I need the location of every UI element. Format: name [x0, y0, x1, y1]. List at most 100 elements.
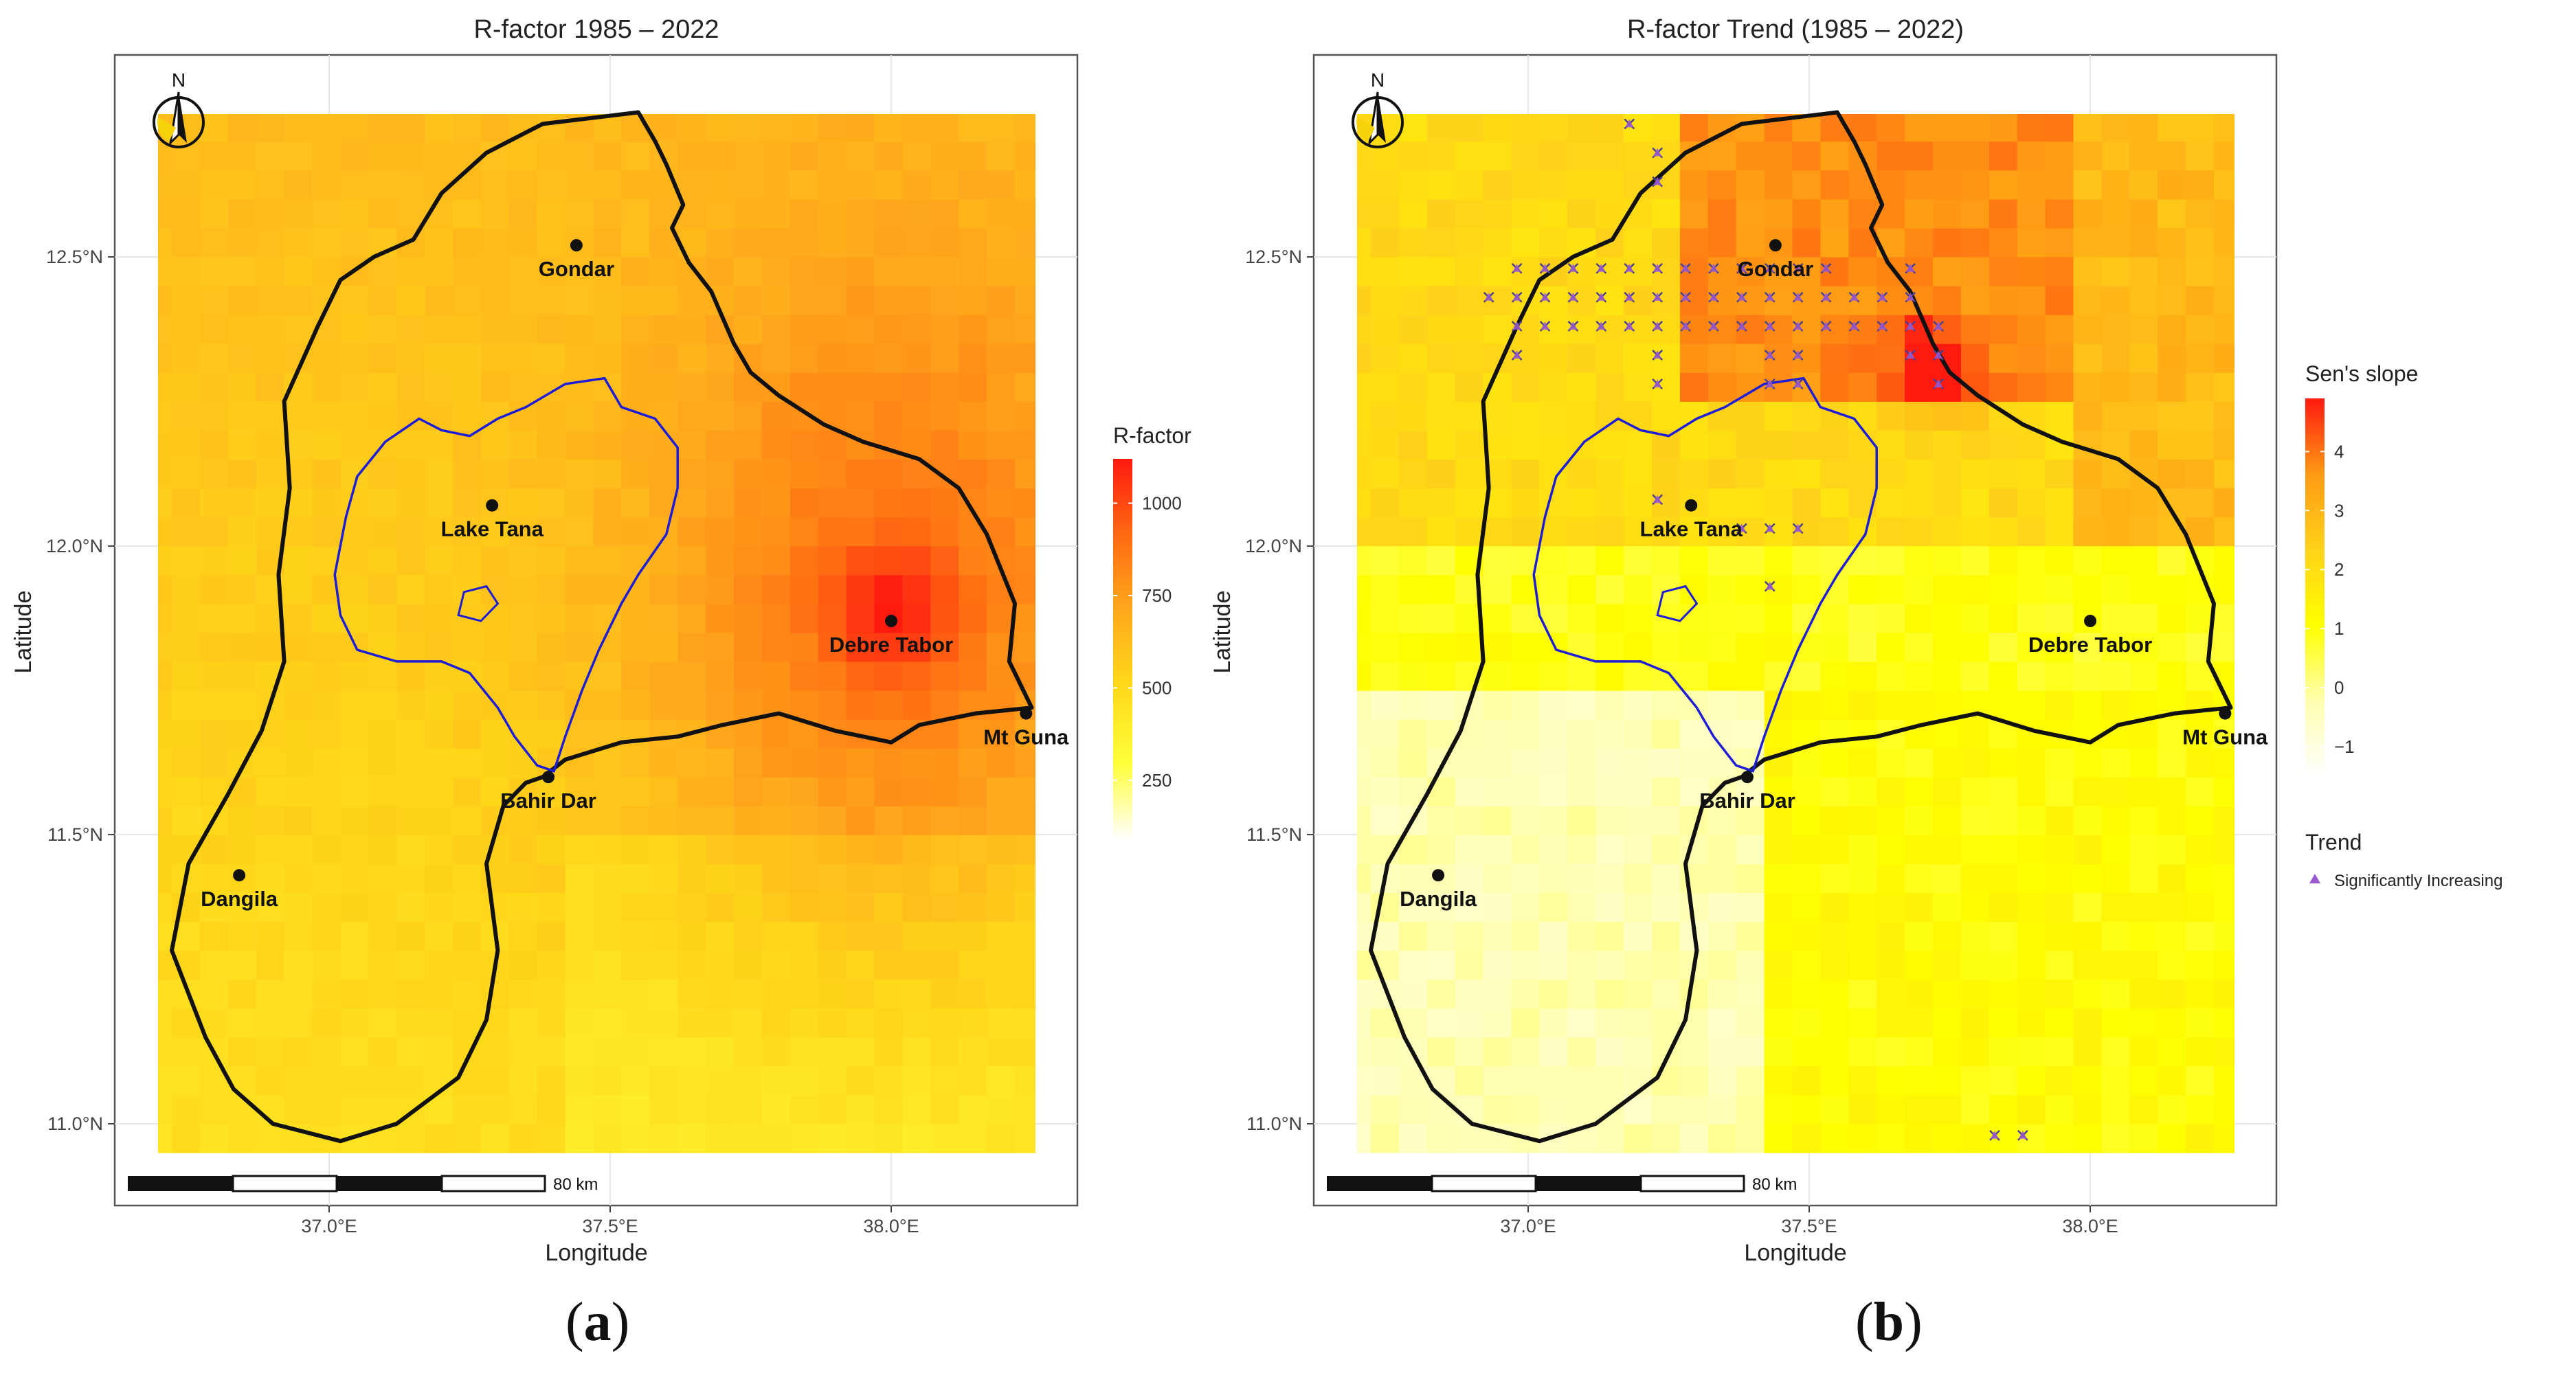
raster-cell — [284, 603, 313, 633]
raster-cell — [621, 661, 650, 691]
raster-cell — [368, 950, 397, 980]
raster-cell — [565, 777, 594, 806]
raster-cell — [1511, 719, 1540, 749]
raster-cell — [930, 1124, 959, 1153]
raster-cell — [1357, 921, 1371, 951]
raster-cell — [1905, 921, 1934, 951]
raster-cell — [1371, 286, 1400, 315]
raster-cell — [930, 690, 959, 720]
raster-cell — [1567, 748, 1596, 778]
raster-cell — [1652, 719, 1681, 749]
raster-cell — [874, 921, 903, 951]
raster-cell — [1357, 748, 1371, 778]
raster-cell — [761, 517, 791, 547]
raster-cell — [2101, 979, 2130, 1009]
raster-cell — [1877, 950, 1905, 980]
raster-cell — [1595, 1065, 1624, 1096]
raster-cell — [1455, 170, 1484, 200]
raster-cell — [1595, 1037, 1624, 1067]
raster-cell — [818, 661, 847, 691]
raster-cell — [1511, 430, 1540, 460]
raster-cell — [649, 1065, 678, 1096]
raster-cell — [1426, 719, 1456, 749]
raster-cell — [987, 921, 1016, 951]
raster-cell — [930, 1008, 959, 1038]
raster-cell — [396, 459, 425, 489]
raster-cell — [1764, 199, 1793, 229]
raster-cell — [761, 545, 791, 576]
raster-cell — [734, 979, 763, 1009]
raster-cell — [1736, 1037, 1765, 1067]
raster-cell — [1357, 632, 1371, 662]
raster-cell — [1877, 545, 1905, 576]
raster-cell — [396, 545, 425, 576]
raster-cell — [789, 748, 819, 778]
raster-cell — [2101, 401, 2130, 431]
legend-tick-label: 4 — [2334, 441, 2344, 462]
raster-cell — [1357, 430, 1371, 460]
raster-cell — [1989, 1008, 2018, 1038]
raster-cell — [1595, 430, 1624, 460]
raster-cell — [1960, 286, 1990, 315]
raster-cell — [1539, 574, 1568, 604]
raster-cell — [1595, 777, 1624, 806]
raster-cell — [1624, 1008, 1653, 1038]
panel-b-lake-tana-shoreline — [1532, 376, 1878, 773]
raster-cell — [368, 315, 397, 344]
raster-cell — [593, 950, 622, 980]
raster-cell — [1455, 199, 1484, 229]
raster-cell — [930, 1065, 959, 1096]
raster-cell — [256, 114, 285, 142]
raster-cell — [1707, 748, 1737, 778]
raster-cell — [1905, 459, 1934, 489]
raster-cell — [2158, 343, 2186, 373]
raster-cell — [2073, 517, 2102, 547]
raster-cell — [1624, 227, 1653, 258]
raster-cell — [1371, 574, 1400, 604]
raster-cell — [2186, 430, 2215, 460]
raster-cell — [1792, 199, 1821, 229]
raster-cell — [284, 256, 313, 286]
raster-cell — [1511, 806, 1540, 835]
raster-cell — [396, 1037, 425, 1067]
raster-cell — [368, 114, 397, 142]
raster-cell — [902, 1065, 931, 1096]
raster-cell — [1679, 372, 1709, 402]
raster-cell — [1707, 141, 1737, 171]
raster-cell — [706, 603, 735, 633]
raster-cell — [1877, 921, 1905, 951]
significant-trend-marker — [1764, 291, 1776, 303]
raster-cell — [1652, 114, 1681, 142]
raster-cell — [902, 199, 931, 229]
raster-cell — [621, 199, 650, 229]
raster-cell — [2129, 256, 2158, 286]
raster-cell — [2101, 1094, 2130, 1124]
raster-cell — [480, 170, 510, 200]
raster-cell — [1539, 603, 1568, 633]
raster-cell — [593, 1094, 622, 1124]
raster-cell — [158, 863, 172, 894]
raster-cell — [677, 517, 706, 547]
raster-cell — [565, 315, 594, 344]
raster-cell — [902, 632, 931, 662]
raster-cell — [1567, 114, 1596, 142]
raster-cell — [1820, 517, 1849, 547]
raster-cell — [537, 459, 566, 489]
raster-cell — [340, 114, 369, 142]
raster-cell — [1820, 863, 1849, 894]
raster-cell — [2101, 488, 2130, 518]
raster-cell — [1905, 748, 1934, 778]
raster-cell — [2186, 1124, 2215, 1153]
raster-cell — [1624, 603, 1653, 633]
raster-cell — [1848, 545, 1877, 576]
raster-cell — [2017, 921, 2046, 951]
raster-cell — [987, 343, 1016, 373]
raster-cell — [1679, 517, 1709, 547]
raster-cell — [340, 343, 369, 373]
raster-cell — [2045, 748, 2074, 778]
raster-cell — [158, 892, 172, 923]
raster-cell — [284, 806, 313, 835]
raster-cell — [761, 863, 791, 894]
raster-cell — [425, 632, 453, 662]
